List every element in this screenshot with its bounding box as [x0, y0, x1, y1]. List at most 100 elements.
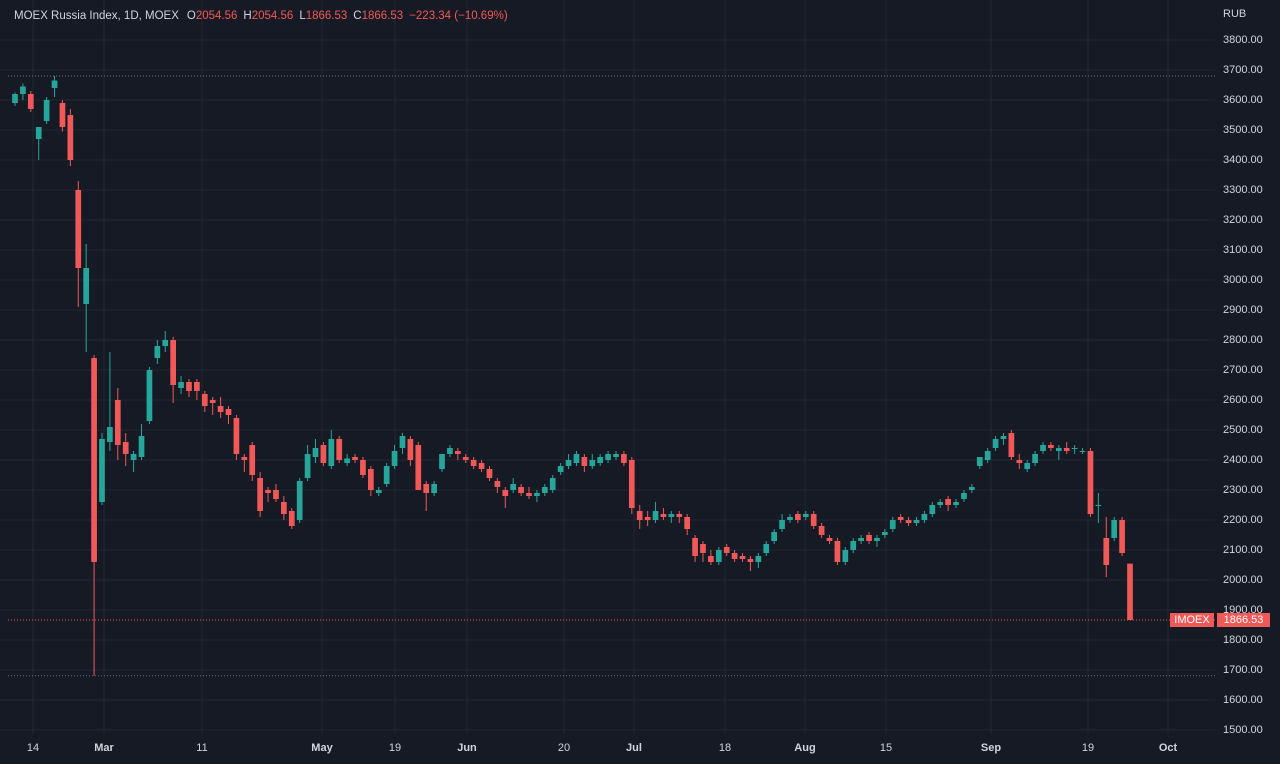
candle — [755, 553, 762, 568]
candle — [407, 436, 414, 466]
candle — [1063, 442, 1070, 454]
candle — [992, 436, 999, 451]
open-label: O — [186, 10, 196, 22]
candle — [874, 535, 880, 547]
candle — [984, 448, 991, 463]
candle — [1127, 563, 1133, 621]
candle — [684, 514, 691, 535]
candle — [478, 460, 485, 472]
candle — [494, 478, 501, 493]
y-tick-label: 1800.00 — [1223, 634, 1263, 646]
x-tick-label: Aug — [794, 742, 816, 754]
x-tick-label: 20 — [557, 742, 571, 754]
candle — [510, 478, 517, 493]
y-tick-label: 3100.00 — [1223, 244, 1263, 256]
y-tick-label: 2200.00 — [1223, 514, 1263, 526]
candle — [12, 92, 18, 106]
candle — [470, 457, 477, 469]
candle — [281, 496, 287, 520]
candle — [715, 547, 722, 565]
candle — [1000, 433, 1007, 445]
y-tick-label: 2700.00 — [1223, 364, 1263, 376]
y-tick-label: 1600.00 — [1223, 694, 1263, 706]
y-tick-label: 3600.00 — [1223, 94, 1263, 106]
candle — [1111, 517, 1118, 541]
candle — [668, 511, 675, 523]
y-tick-label: 2600.00 — [1223, 394, 1263, 406]
candle — [502, 487, 509, 508]
symbol-label: MOEX Russia Index, 1D, MOEX — [14, 10, 179, 22]
candle — [431, 481, 437, 496]
candle — [249, 442, 256, 481]
candle — [1040, 442, 1046, 454]
candle — [889, 517, 896, 532]
candle — [83, 244, 90, 352]
candle — [1032, 451, 1038, 466]
candle — [557, 463, 564, 475]
close-value: 1866.53 — [361, 10, 404, 22]
y-tick-label: 3500.00 — [1223, 124, 1263, 136]
x-tick-label: Jun — [457, 742, 477, 754]
candle — [304, 445, 311, 481]
candle — [597, 454, 604, 466]
y-tick-label: 3400.00 — [1223, 154, 1263, 166]
candle — [486, 466, 493, 481]
candle — [1103, 517, 1110, 577]
candle — [241, 454, 248, 472]
candle — [518, 484, 524, 496]
candle — [447, 445, 453, 457]
candle — [233, 415, 240, 460]
candle — [723, 544, 730, 556]
candle — [826, 535, 833, 544]
candle — [201, 391, 208, 412]
candle — [968, 484, 975, 493]
candle — [320, 442, 327, 466]
candle — [423, 481, 430, 511]
candle — [842, 547, 849, 565]
y-tick-label: 2300.00 — [1223, 484, 1263, 496]
candle — [937, 499, 944, 508]
candle — [945, 496, 951, 511]
candle — [897, 514, 904, 523]
low-label: L — [299, 10, 306, 22]
y-tick-label: 2400.00 — [1223, 454, 1263, 466]
candle — [257, 472, 263, 517]
candle — [802, 511, 809, 520]
candle — [692, 535, 698, 562]
high-value: 2054.56 — [251, 10, 294, 22]
x-tick-label: May — [311, 742, 333, 754]
candle — [534, 490, 540, 502]
candle — [763, 541, 770, 556]
candle — [929, 502, 936, 517]
candle — [795, 511, 801, 523]
y-tick-label: 3000.00 — [1223, 274, 1263, 286]
y-tick-label: 2000.00 — [1223, 574, 1263, 586]
candle — [75, 181, 82, 307]
x-tick-label: Sep — [980, 742, 1002, 754]
x-tick-label: 19 — [1081, 742, 1095, 754]
candle — [747, 556, 754, 571]
candle — [1119, 517, 1125, 556]
candle — [905, 517, 912, 526]
candle — [565, 454, 572, 469]
candle — [20, 83, 26, 100]
high-label: H — [243, 10, 252, 22]
candle — [454, 448, 461, 460]
candle — [273, 484, 279, 502]
y-tick-label: 3800.00 — [1223, 34, 1263, 46]
candle — [866, 532, 872, 544]
candle — [43, 97, 50, 124]
candle — [1087, 448, 1094, 517]
candle — [834, 538, 841, 565]
x-tick-label: 11 — [196, 742, 208, 754]
candle — [225, 406, 232, 424]
candle — [1008, 430, 1015, 460]
currency-label: RUB — [1223, 8, 1247, 20]
candle — [1024, 460, 1031, 472]
candle — [360, 457, 366, 478]
candle — [194, 379, 200, 400]
y-tick-label: 2100.00 — [1223, 544, 1263, 556]
y-tick-label: 2900.00 — [1223, 304, 1263, 316]
candle — [921, 511, 928, 523]
